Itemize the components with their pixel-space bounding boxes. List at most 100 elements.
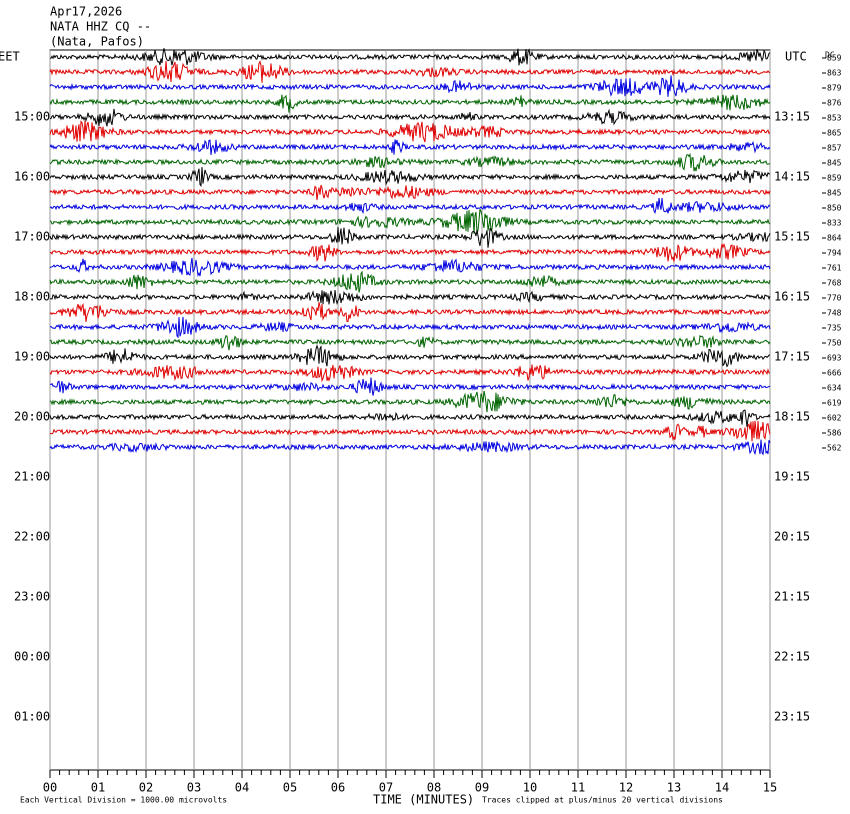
x-tick-label: 05 — [283, 781, 297, 795]
trace — [49, 108, 771, 127]
dc-offset: 845 — [827, 159, 842, 168]
right-hour-label: 22:15 — [774, 650, 810, 664]
dc-offset: 735 — [827, 324, 842, 333]
x-tick-label: 13 — [667, 781, 681, 795]
title-line: Apr17,2026 — [50, 5, 122, 19]
x-tick-label: 01 — [91, 781, 105, 795]
right-hour-label: 18:15 — [774, 410, 810, 424]
dc-offset: 857 — [827, 144, 842, 153]
left-hour-label: 20:00 — [14, 410, 50, 424]
trace — [49, 120, 771, 143]
trace — [49, 390, 771, 413]
trace — [49, 75, 771, 97]
x-tick-label: 06 — [331, 781, 345, 795]
trace — [49, 152, 771, 172]
right-hour-label: 15:15 — [774, 230, 810, 244]
right-hour-label: 20:15 — [774, 530, 810, 544]
trace — [49, 334, 771, 351]
dc-offset: 864 — [827, 234, 842, 243]
dc-offset: 879 — [827, 84, 842, 93]
left-hour-label: 23:00 — [14, 590, 50, 604]
right-hour-label: 14:15 — [774, 170, 810, 184]
right-hour-label: 23:15 — [774, 710, 810, 724]
trace — [49, 184, 771, 201]
x-tick-label: 04 — [235, 781, 249, 795]
right-hour-label: 21:15 — [774, 590, 810, 604]
dc-offset: 853 — [827, 114, 842, 123]
right-hour-label: 17:15 — [774, 350, 810, 364]
dc-offset: 750 — [827, 339, 842, 348]
dc-offset: 833 — [827, 219, 842, 228]
trace — [49, 257, 771, 278]
trace — [49, 316, 771, 339]
x-tick-label: 10 — [523, 781, 537, 795]
right-hour-label: 16:15 — [774, 290, 810, 304]
trace — [49, 377, 771, 396]
dc-offset: 859 — [827, 174, 842, 183]
x-tick-label: 02 — [139, 781, 153, 795]
left-hour-label: 15:00 — [14, 110, 50, 124]
trace — [49, 439, 771, 456]
dc-offset: 666 — [827, 369, 842, 378]
dc-header: DC — [825, 51, 835, 60]
left-hour-label: 01:00 — [14, 710, 50, 724]
dc-offset: 693 — [827, 354, 842, 363]
trace — [49, 289, 771, 305]
title-line: NATA HHZ CQ -- — [50, 20, 151, 34]
left-zone: EET — [0, 50, 20, 64]
trace — [49, 48, 771, 66]
dc-offset: 863 — [827, 69, 842, 78]
trace — [49, 364, 771, 383]
clip-note: Traces clipped at plus/minus 20 vertical… — [482, 796, 723, 805]
dc-offset: 619 — [827, 399, 842, 408]
x-axis-label: TIME (MINUTES) — [373, 793, 474, 807]
trace — [49, 409, 771, 428]
left-hour-label: 16:00 — [14, 170, 50, 184]
right-zone: UTC — [785, 50, 807, 64]
dc-offset: 761 — [827, 264, 842, 273]
dc-offset: 748 — [827, 309, 842, 318]
trace — [49, 197, 771, 215]
trace — [49, 270, 771, 293]
dc-offset: 562 — [827, 444, 842, 453]
x-tick-label: 08 — [427, 781, 441, 795]
left-hour-label: 17:00 — [14, 230, 50, 244]
dc-offset: 876 — [827, 99, 842, 108]
dc-offset: 865 — [827, 129, 842, 138]
dc-offset: 602 — [827, 414, 842, 423]
trace — [49, 208, 771, 234]
left-hour-label: 18:00 — [14, 290, 50, 304]
dc-offset: 586 — [827, 429, 842, 438]
trace — [49, 60, 771, 83]
x-tick-label: 11 — [571, 781, 585, 795]
dc-offset: 850 — [827, 204, 842, 213]
title-line: (Nata, Pafos) — [50, 35, 144, 49]
left-hour-label: 22:00 — [14, 530, 50, 544]
right-hour-label: 13:15 — [774, 110, 810, 124]
x-tick-label: 00 — [43, 781, 57, 795]
x-tick-label: 15 — [763, 781, 777, 795]
left-hour-label: 00:00 — [14, 650, 50, 664]
trace — [49, 243, 771, 262]
trace — [49, 139, 771, 155]
dc-offset: 859 — [827, 54, 842, 63]
x-tick-label: 09 — [475, 781, 489, 795]
left-hour-label: 19:00 — [14, 350, 50, 364]
x-tick-label: 07 — [379, 781, 393, 795]
trace — [49, 167, 771, 187]
x-tick-label: 12 — [619, 781, 633, 795]
trace — [49, 420, 771, 442]
right-hour-label: 19:15 — [774, 470, 810, 484]
dc-offset: 634 — [827, 384, 842, 393]
trace — [49, 344, 771, 368]
x-tick-label: 03 — [187, 781, 201, 795]
trace — [49, 226, 771, 248]
trace — [49, 94, 771, 113]
dc-offset: 768 — [827, 279, 842, 288]
dc-offset: 845 — [827, 189, 842, 198]
scale-note: Each Vertical Division = 1000.00 microvo… — [20, 796, 227, 805]
x-tick-label: 14 — [715, 781, 729, 795]
left-hour-label: 21:00 — [14, 470, 50, 484]
dc-offset: 770 — [827, 294, 842, 303]
